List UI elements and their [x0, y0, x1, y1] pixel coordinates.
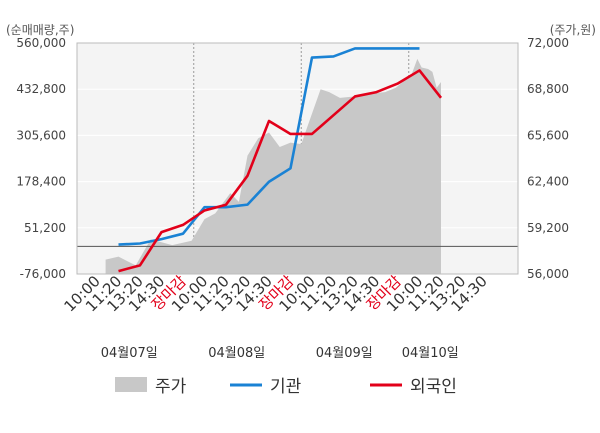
legend-price-swatch [115, 377, 147, 392]
left-tick-label: 178,400 [16, 175, 66, 189]
series-lines-layer [118, 47, 443, 273]
legend-label: 기관 [270, 377, 301, 397]
right-tick-label: 72,000 [527, 36, 569, 50]
legend: 주가 기관 외국인 [115, 377, 457, 397]
price-area [105, 58, 441, 274]
price-area-layer [105, 58, 441, 274]
left-axis-title: (순매매량,주) [6, 23, 74, 37]
right-tick-label: 56,000 [527, 267, 569, 281]
date-label: 04월08일 [208, 346, 265, 361]
right-tick-label: 68,800 [527, 82, 569, 96]
left-tick-label: 560,000 [16, 36, 66, 50]
plot-frame [76, 42, 519, 275]
institution-line [118, 47, 420, 246]
left-tick-label: 432,800 [16, 82, 66, 96]
left-tick-label: -76,000 [20, 267, 66, 281]
left-tick-label: 51,200 [24, 221, 66, 235]
foreign-line [118, 69, 443, 273]
date-label: 04월07일 [101, 346, 158, 361]
right-tick-label: 62,400 [527, 175, 569, 189]
axis-layer: 560,000 432,800 305,600 178,400 51,200 -76,00… [16, 36, 569, 361]
legend-label: 주가 [155, 377, 187, 397]
right-axis-title: (주가,원) [550, 23, 596, 37]
date-label: 04월09일 [316, 346, 373, 361]
right-tick-label: 65,600 [527, 128, 569, 142]
legend-label: 외국인 [410, 377, 457, 397]
left-tick-label: 305,600 [16, 128, 66, 142]
date-label: 04월10일 [402, 346, 459, 361]
right-tick-label: 59,200 [527, 221, 569, 235]
